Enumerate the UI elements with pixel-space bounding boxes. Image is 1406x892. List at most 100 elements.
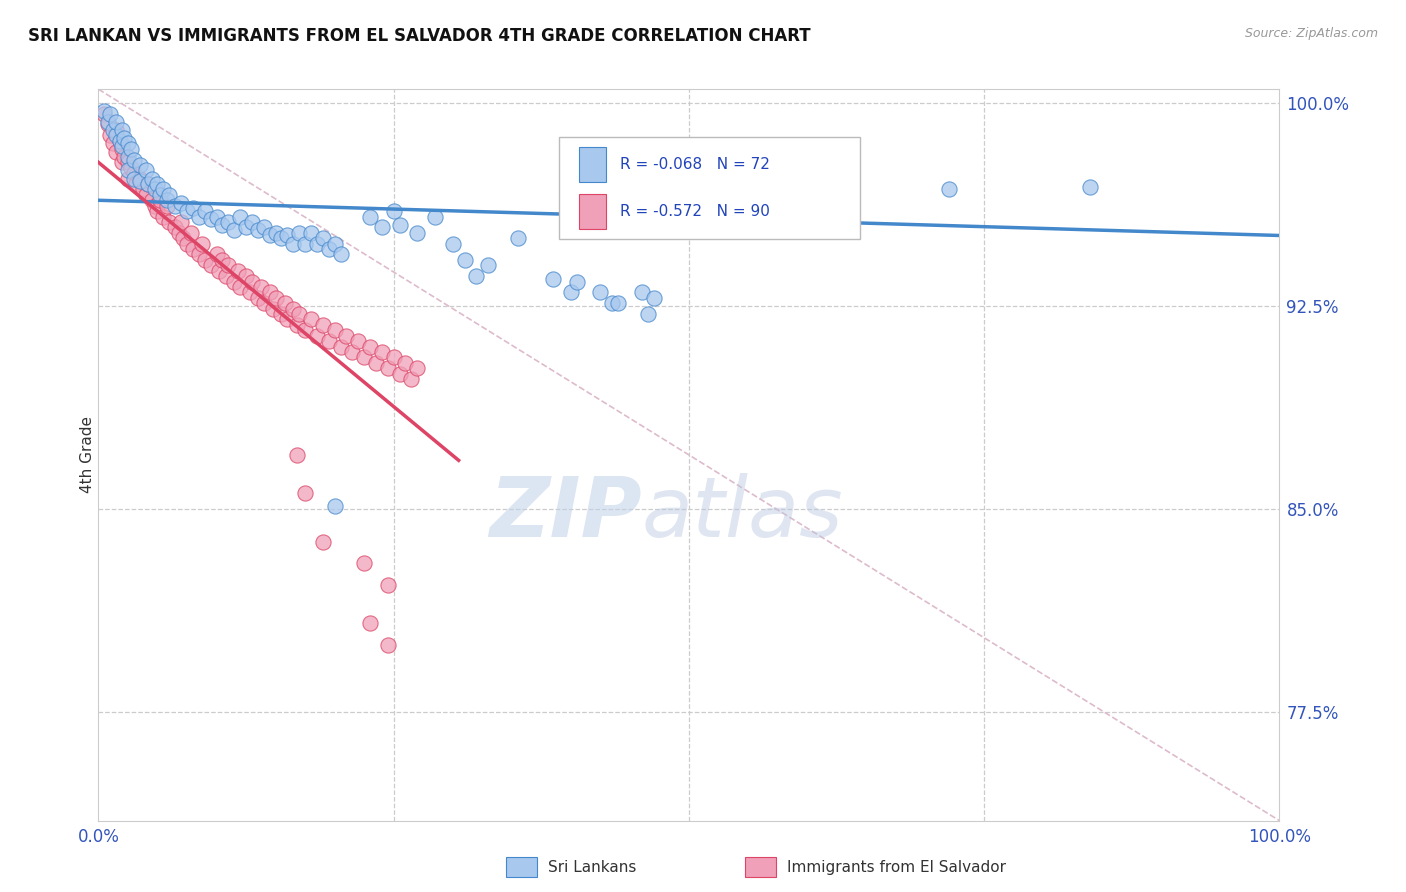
Point — [364, 356, 387, 370]
Point — [235, 220, 257, 235]
Point — [146, 204, 169, 219]
Point — [406, 361, 429, 376]
Point — [143, 182, 166, 196]
Point — [453, 252, 475, 267]
Point — [318, 242, 340, 256]
Point — [353, 556, 375, 570]
Point — [305, 328, 328, 343]
Point — [132, 182, 155, 196]
Text: Sri Lankans: Sri Lankans — [548, 860, 637, 874]
Point — [181, 202, 204, 216]
Point — [299, 226, 322, 240]
Point — [259, 228, 281, 243]
Point — [406, 226, 429, 240]
Point — [335, 328, 357, 343]
Point — [388, 218, 411, 232]
Point — [312, 534, 335, 549]
Point — [240, 275, 263, 289]
Text: atlas: atlas — [641, 473, 844, 554]
Point — [377, 361, 399, 376]
Point — [108, 134, 131, 148]
Point — [270, 307, 292, 321]
Point — [149, 187, 172, 202]
Point — [128, 171, 150, 186]
Point — [253, 220, 276, 235]
Point — [97, 117, 120, 131]
Point — [152, 182, 174, 196]
Point — [224, 275, 246, 289]
Point — [353, 351, 375, 365]
Point — [283, 236, 305, 251]
Point — [270, 231, 292, 245]
Point — [217, 258, 239, 272]
Point — [125, 177, 148, 191]
Point — [600, 296, 623, 310]
Point — [93, 106, 115, 120]
Point — [329, 340, 352, 354]
Point — [152, 210, 174, 224]
Point — [156, 199, 179, 213]
Point — [187, 247, 209, 261]
Point — [285, 318, 308, 332]
Point — [329, 247, 352, 261]
Point — [180, 226, 202, 240]
Point — [371, 345, 394, 359]
Point — [229, 280, 252, 294]
Point — [359, 210, 381, 224]
Point — [239, 285, 262, 300]
Point — [288, 226, 311, 240]
Point — [187, 210, 209, 224]
Point — [211, 252, 233, 267]
Point — [176, 204, 198, 219]
Point — [93, 103, 115, 118]
Point — [312, 231, 335, 245]
Point — [101, 123, 124, 137]
Point — [105, 128, 128, 143]
Point — [541, 272, 564, 286]
Point — [240, 215, 263, 229]
FancyBboxPatch shape — [560, 136, 860, 239]
Point — [560, 285, 582, 300]
Point — [117, 155, 139, 169]
Point — [226, 263, 249, 277]
Point — [122, 153, 145, 167]
Point — [111, 142, 134, 156]
Point — [105, 145, 128, 159]
Point — [135, 163, 157, 178]
Text: Immigrants from El Salvador: Immigrants from El Salvador — [787, 860, 1007, 874]
Point — [276, 228, 298, 243]
Point — [172, 231, 194, 245]
Point — [401, 372, 423, 386]
Point — [191, 236, 214, 251]
Point — [1080, 179, 1102, 194]
Point — [176, 236, 198, 251]
Point — [111, 139, 134, 153]
Point — [388, 367, 411, 381]
Point — [377, 638, 399, 652]
Point — [288, 307, 311, 321]
Point — [565, 275, 588, 289]
Point — [323, 500, 346, 514]
Point — [294, 323, 316, 337]
Point — [506, 231, 529, 245]
Text: R = -0.068   N = 72: R = -0.068 N = 72 — [620, 157, 769, 171]
Point — [305, 236, 328, 251]
FancyBboxPatch shape — [579, 194, 606, 229]
Point — [136, 177, 159, 191]
Point — [294, 236, 316, 251]
Point — [112, 131, 135, 145]
Point — [262, 301, 284, 316]
Point — [323, 323, 346, 337]
Point — [146, 177, 169, 191]
Point — [250, 280, 273, 294]
Point — [211, 218, 233, 232]
Point — [105, 114, 128, 128]
Point — [359, 340, 381, 354]
Point — [121, 142, 143, 156]
Point — [122, 171, 145, 186]
Point — [167, 226, 190, 240]
Point — [205, 210, 228, 224]
Point — [441, 236, 464, 251]
Point — [117, 150, 139, 164]
Point — [205, 247, 228, 261]
